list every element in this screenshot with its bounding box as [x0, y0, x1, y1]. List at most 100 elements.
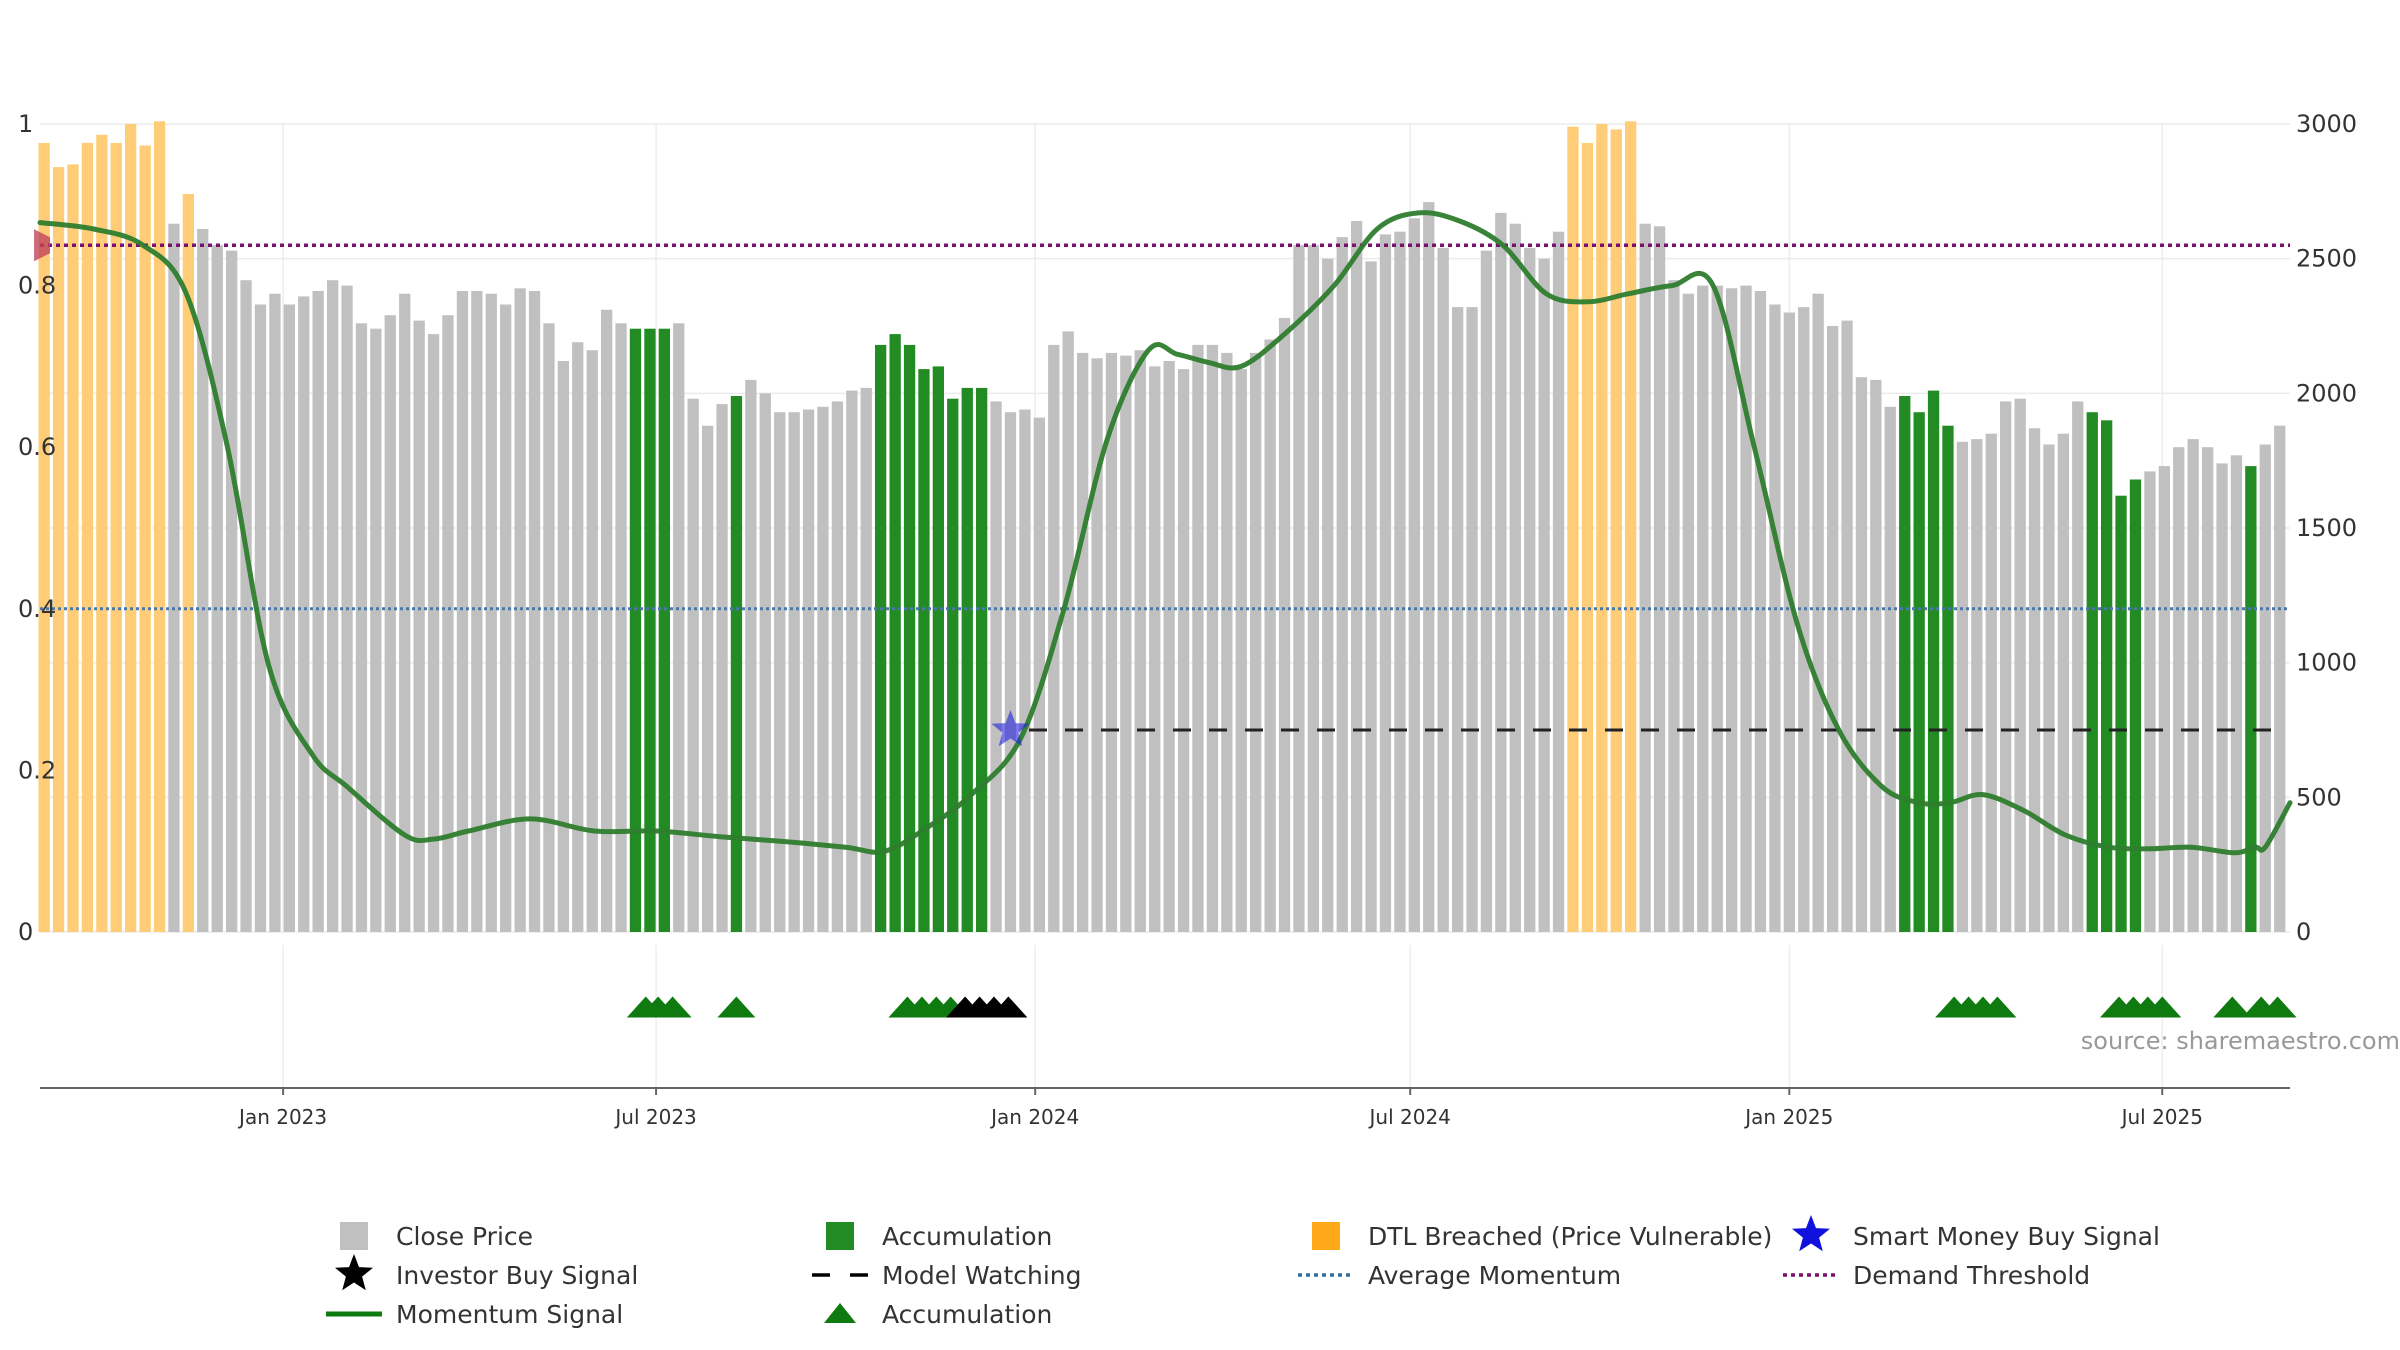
close-price-bar: [1870, 379, 1882, 932]
close-price-bar: [687, 398, 699, 932]
close-price-bar: [1466, 307, 1478, 933]
dtl-breached-bar: [96, 134, 108, 933]
legend-item: Average Momentum: [1298, 1261, 1621, 1290]
accumulation-bar: [730, 396, 743, 932]
legend-item: Smart Money Buy Signal: [1792, 1215, 2160, 1252]
legend-label: Model Watching: [882, 1261, 1082, 1290]
dtl-breached-bar: [1610, 129, 1622, 932]
date-tick-label: Jan 2025: [1743, 1105, 1833, 1129]
date-axis-ticks: Jan 2023 Jul 2023 Jan 2024 Jul 2024 Jan 2025…: [237, 1088, 2203, 1129]
close-price-bar: [413, 320, 425, 933]
right-tick-label: 500: [2296, 783, 2342, 811]
legend-item: Accumulation: [824, 1300, 1052, 1329]
close-price-bar: [2274, 425, 2286, 932]
investor-buy-triangle: [989, 996, 1028, 1018]
dtl-breached-bar: [52, 167, 65, 933]
close-price-bar: [1163, 361, 1175, 932]
legend-label: Accumulation: [882, 1222, 1052, 1251]
right-axis-ticks: 0 500 1000 1500 2000 2500 3000: [2296, 110, 2357, 946]
left-tick-label: 0.8: [18, 272, 56, 300]
close-price-bar: [1250, 352, 1262, 932]
accumulation-bar: [903, 344, 916, 932]
right-tick-label: 1000: [2296, 649, 2357, 677]
close-price-bar: [1235, 369, 1247, 933]
close-price-bar: [312, 291, 324, 932]
dtl-breached-bar: [139, 145, 151, 932]
close-price-bar: [1019, 409, 1031, 932]
legend-item: DTL Breached (Price Vulnerable): [1312, 1222, 1772, 1251]
close-price-bar: [1653, 226, 1666, 933]
start-marker: [34, 229, 51, 262]
right-tick-label: 1500: [2296, 514, 2357, 542]
dtl-breached-bar: [182, 194, 194, 932]
close-price-bar: [586, 350, 598, 932]
close-price-bar: [384, 315, 396, 932]
dtl-breached-bar: [110, 142, 122, 932]
accumulation-bar: [644, 328, 656, 932]
close-price-bar: [327, 280, 339, 932]
legend-item: Model Watching: [812, 1261, 1082, 1290]
legend-label: Investor Buy Signal: [396, 1261, 638, 1290]
accumulation-bar: [2115, 495, 2127, 932]
legend-star: [1792, 1215, 1830, 1252]
dtl-breached-bar: [125, 124, 137, 932]
accumulation-bar: [875, 344, 887, 932]
close-price-bar: [860, 387, 872, 932]
close-price-bar: [1105, 352, 1118, 932]
close-price-bar: [2216, 463, 2228, 932]
left-tick-label: 0.2: [18, 756, 56, 784]
close-price-bar: [543, 323, 555, 932]
accumulation-triangle: [2143, 996, 2182, 1018]
close-price-bar: [1956, 441, 1969, 932]
accumulation-triangle: [2213, 996, 2252, 1018]
momentum-signal-line: [37, 210, 2293, 856]
close-price-bar: [1754, 291, 1767, 932]
legend-square: [340, 1222, 368, 1250]
close-price-bar: [2043, 444, 2055, 932]
close-price-bar: [240, 280, 252, 932]
close-price-bar: [1480, 250, 1493, 933]
close-price-bar: [1423, 202, 1435, 933]
accumulation-bar: [2086, 412, 2098, 932]
close-price-bar: [1769, 304, 1781, 932]
smart-money-buy-star: [991, 710, 1030, 747]
close-price-bar: [1538, 258, 1550, 932]
dtl-breached-bar: [1567, 126, 1579, 932]
accumulation-bar: [629, 328, 642, 932]
dtl-breached-bar: [1596, 124, 1608, 932]
close-price-bar: [846, 390, 858, 933]
close-price-bar: [355, 323, 368, 932]
accumulation-bar: [1942, 425, 1954, 932]
close-price-bar: [1293, 245, 1305, 932]
accumulation-bar: [1913, 412, 1925, 932]
left-axis-ticks: 0 0.2 0.4 0.6 0.8 1: [18, 110, 56, 946]
close-price-bar: [1221, 352, 1233, 932]
legend-label: Close Price: [396, 1222, 533, 1251]
left-tick-label: 1: [18, 110, 33, 138]
close-price-bar: [1855, 377, 1868, 932]
close-price-bar: [211, 245, 223, 932]
close-price-bar: [442, 315, 454, 932]
date-tick-label: Jan 2024: [989, 1105, 1079, 1129]
close-price-bar: [1062, 331, 1074, 932]
close-price-bar: [1841, 320, 1853, 933]
accumulation-bar: [947, 398, 959, 932]
close-price-bar: [1552, 231, 1565, 932]
left-tick-label: 0.6: [18, 433, 56, 461]
close-price-bar: [1033, 417, 1045, 933]
close-price-bar: [1495, 212, 1507, 932]
accumulation-bar: [2245, 466, 2257, 932]
close-price-bar: [2230, 455, 2243, 932]
close-price-bar: [788, 412, 800, 932]
left-tick-label: 0.4: [18, 595, 56, 623]
close-price-bar: [1322, 258, 1334, 932]
close-price-bar: [269, 293, 281, 932]
close-price-bar: [1134, 350, 1146, 932]
close-price-bar: [399, 293, 411, 932]
close-price-bar: [1351, 221, 1363, 932]
accumulation-bar: [2129, 479, 2142, 932]
close-price-bar: [1971, 439, 1983, 932]
legend-label: Demand Threshold: [1853, 1261, 2090, 1290]
legend-square: [1312, 1222, 1340, 1250]
